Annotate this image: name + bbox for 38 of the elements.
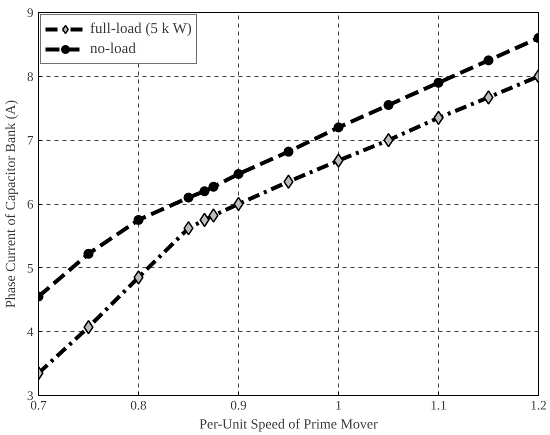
point [384,100,394,110]
y-tick-label: 4 [27,324,34,340]
y-tick-label: 9 [27,5,34,20]
point [133,270,144,285]
point [233,196,244,212]
point [199,212,210,228]
x-tick-label: 0.8 [130,398,147,412]
x-axis-title: Per-Unit Speed of Prime Mover [199,418,378,432]
x-tick-label: 0.9 [230,398,247,412]
legend-label: no-load [90,40,136,58]
point [283,174,294,189]
point [234,169,244,179]
point [84,248,94,259]
point [284,146,294,157]
point [183,221,194,236]
point [484,55,494,66]
point [83,320,94,334]
point [334,122,344,132]
y-tick-label: 7 [27,132,34,148]
x-tick-label: 1.1 [430,398,447,412]
point [333,153,344,168]
point [200,186,210,196]
point [434,78,444,88]
point [433,110,444,126]
x-tick-label: 1 [335,398,342,412]
point [483,90,494,105]
x-tick-label: 1.2 [530,398,547,412]
point [208,208,219,223]
point [134,214,144,225]
point [208,182,218,192]
legend-label: full-load (5 k W) [90,20,192,38]
y-axis-title: Phase Current of Capacitor Bank (A) [4,100,19,308]
y-tick-label: 6 [27,196,34,212]
point [184,192,194,203]
y-tick-label: 8 [27,68,34,84]
point [383,132,394,148]
y-tick-label: 5 [27,260,34,276]
y-tick-label: 3 [27,388,34,403]
